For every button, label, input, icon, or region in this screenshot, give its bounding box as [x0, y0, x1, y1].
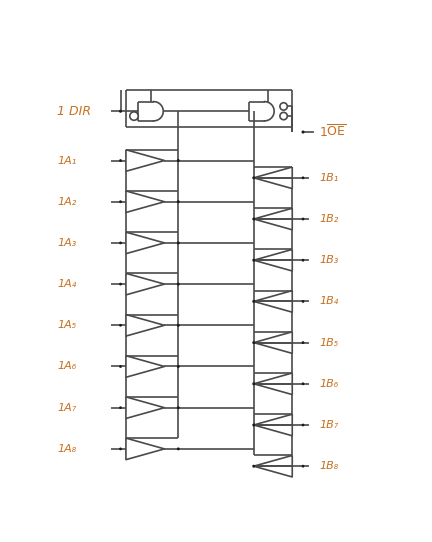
- Circle shape: [120, 407, 121, 408]
- Text: 1B₈: 1B₈: [319, 461, 338, 471]
- Circle shape: [253, 301, 254, 302]
- Text: 1A₂: 1A₂: [57, 197, 76, 207]
- Text: $1\overline{\mathregular{OE}}$: $1\overline{\mathregular{OE}}$: [319, 124, 347, 140]
- Text: 1B₃: 1B₃: [319, 255, 338, 265]
- Text: 1B₂: 1B₂: [319, 214, 338, 224]
- Circle shape: [120, 448, 121, 449]
- Circle shape: [253, 466, 254, 467]
- Circle shape: [120, 201, 121, 202]
- Circle shape: [280, 103, 287, 110]
- Circle shape: [302, 466, 304, 467]
- Circle shape: [302, 177, 304, 178]
- Circle shape: [178, 242, 179, 244]
- Circle shape: [253, 260, 254, 261]
- Text: 1B₁: 1B₁: [319, 173, 338, 183]
- Circle shape: [302, 342, 304, 343]
- Circle shape: [120, 366, 121, 367]
- Text: 1A₇: 1A₇: [57, 403, 76, 412]
- Text: 1A₆: 1A₆: [57, 362, 76, 371]
- Circle shape: [178, 325, 179, 326]
- Circle shape: [130, 112, 138, 120]
- Text: 1A₁: 1A₁: [57, 156, 76, 165]
- Circle shape: [253, 218, 254, 220]
- Circle shape: [302, 260, 304, 261]
- Circle shape: [280, 112, 287, 120]
- Circle shape: [178, 201, 179, 203]
- Text: 1 DIR: 1 DIR: [57, 105, 92, 118]
- Circle shape: [178, 407, 179, 409]
- Circle shape: [302, 131, 304, 133]
- Circle shape: [120, 160, 121, 161]
- Circle shape: [302, 218, 304, 220]
- Circle shape: [178, 160, 179, 162]
- Circle shape: [253, 177, 254, 178]
- Circle shape: [178, 283, 179, 285]
- Text: 1B₄: 1B₄: [319, 296, 338, 306]
- Circle shape: [178, 448, 179, 450]
- Circle shape: [302, 301, 304, 302]
- Text: 1B₆: 1B₆: [319, 379, 338, 389]
- Circle shape: [178, 366, 179, 367]
- Text: 1A₈: 1A₈: [57, 444, 76, 454]
- Circle shape: [120, 111, 121, 112]
- Circle shape: [253, 424, 254, 426]
- Circle shape: [253, 342, 254, 344]
- Text: 1B₅: 1B₅: [319, 338, 338, 347]
- Circle shape: [120, 242, 121, 243]
- Circle shape: [120, 283, 121, 285]
- Text: 1B₇: 1B₇: [319, 420, 338, 430]
- Circle shape: [302, 383, 304, 384]
- Text: 1A₃: 1A₃: [57, 238, 76, 248]
- Circle shape: [253, 383, 254, 385]
- Text: 1A₄: 1A₄: [57, 279, 76, 289]
- Circle shape: [302, 424, 304, 425]
- Text: 1A₅: 1A₅: [57, 320, 76, 330]
- Circle shape: [120, 325, 121, 326]
